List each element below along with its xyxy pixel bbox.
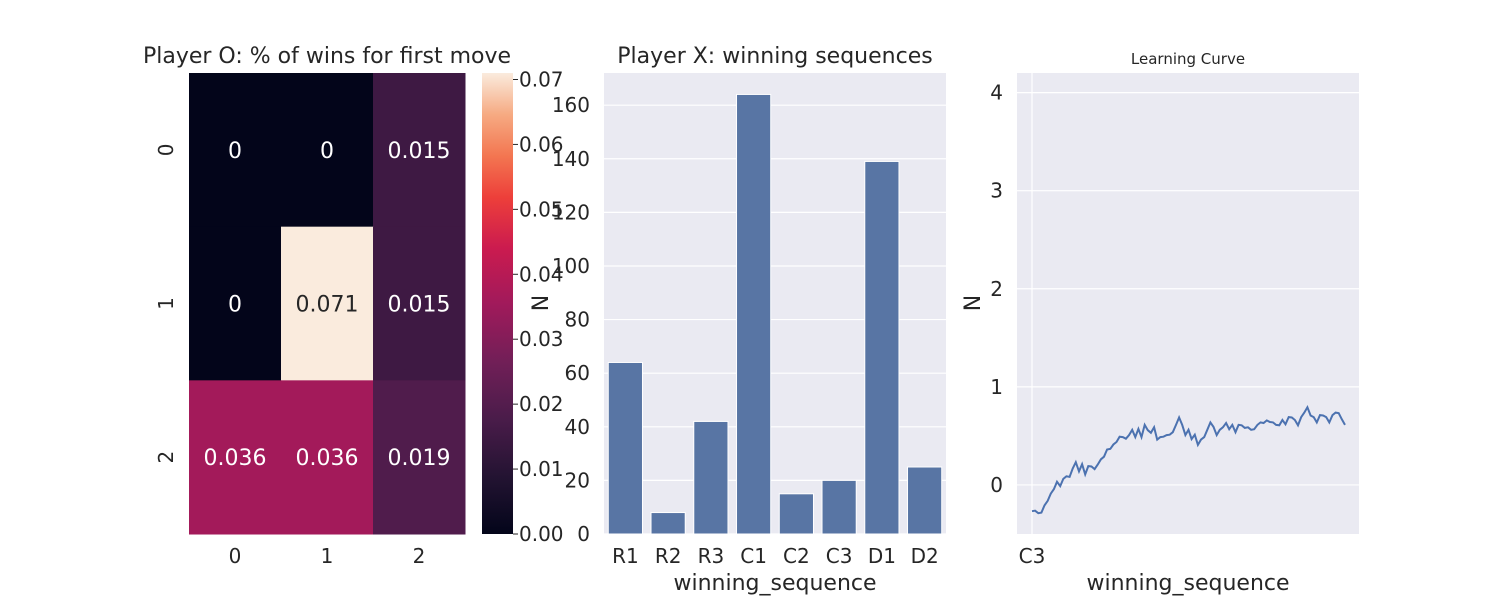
bar-y-tick-label: 100 (552, 254, 590, 278)
heatmap-cell-label: 0.036 (296, 446, 359, 471)
heatmap-cell-r0-c2 (373, 73, 466, 228)
line-title: Learning Curve (1131, 50, 1245, 68)
bar-C3 (821, 479, 857, 535)
bar-chart: 0 20 40 60 80 100 120 140 160 R1 R2 R3 C1 C2 C3 D1 D2 P… (529, 44, 946, 596)
line-series (1031, 405, 1346, 515)
bar-ylabel: N (529, 295, 554, 311)
heatmap-x-tick-label: 0 (229, 544, 242, 568)
heatmap-cell-label: 0 (228, 139, 242, 164)
line-x-tick-label: C3 (1019, 544, 1046, 568)
heatmap-x-tick-label: 1 (321, 544, 334, 568)
heatmap-cell-r1-c1 (281, 226, 374, 381)
heatmap-cell-label: 0.071 (296, 293, 359, 318)
heatmap-y-tick-label: 2 (154, 451, 178, 464)
line-y-tick-label: 2 (990, 277, 1003, 301)
bar-bars (607, 93, 943, 535)
heatmap-title: Player O: % of wins for first move (143, 44, 511, 69)
heatmap-cell-r1-c2 (373, 226, 466, 381)
bar-x-tick-label: C2 (783, 544, 810, 568)
heatmap-x-ticks: 0 1 2 (229, 544, 426, 568)
bar-R1 (607, 361, 643, 535)
heatmap-y-ticks: 0 1 2 (154, 143, 178, 463)
bar-x-tick-label: D1 (868, 544, 896, 568)
colorbar-tick-label: 0.00 (519, 522, 564, 546)
heatmap-cell-r1-c0 (189, 226, 282, 381)
line-y-tick-label: 4 (990, 81, 1003, 105)
heatmap-cell-label: 0 (320, 139, 334, 164)
bar-x-tick-label: C3 (826, 544, 853, 568)
line-chart: 0 1 2 3 4 C3 Learning Curve winning_sequence… (961, 50, 1359, 596)
colorbar-tick-label: 0.05 (519, 197, 564, 221)
heatmap-y-tick-label: 1 (154, 297, 178, 310)
heatmap-cell-label: 0.036 (204, 446, 267, 471)
bar-x-ticks: R1 R2 R3 C1 C2 C3 D1 D2 (612, 544, 939, 568)
colorbar-tick-label: 0.03 (519, 327, 564, 351)
heatmap-cell-label: 0.015 (388, 139, 451, 164)
colorbar-tick-label: 0.06 (519, 132, 564, 156)
bar-x-tick-label: D2 (911, 544, 939, 568)
line-y-tick-label: 3 (990, 179, 1003, 203)
line-ylabel: N (961, 295, 986, 311)
line-y-tick-label: 0 (990, 473, 1003, 497)
bar-R3 (693, 420, 729, 535)
bar-y-tick-label: 20 (565, 468, 590, 492)
line-y-ticks: 0 1 2 3 4 (990, 81, 1003, 497)
colorbar-ticks: 0.00 0.01 0.02 0.03 0.04 0.05 0.06 0.07 (513, 67, 564, 546)
bar-x-tick-label: R2 (655, 544, 682, 568)
heatmap-cell-r2-c1 (281, 380, 374, 535)
bar-D2 (907, 466, 943, 535)
colorbar (482, 73, 513, 534)
heatmap-y-tick-label: 0 (154, 143, 178, 156)
heatmap-cell-r0-c0 (189, 73, 282, 228)
heatmap-cell-r2-c0 (189, 380, 282, 535)
bar-y-tick-label: 120 (552, 200, 590, 224)
bar-R2 (650, 512, 686, 535)
line-xlabel: winning_sequence (1086, 571, 1289, 596)
bar-C1 (736, 93, 772, 535)
bar-y-tick-label: 160 (552, 93, 590, 117)
bar-y-tick-label: 140 (552, 147, 590, 171)
heatmap-cell-r2-c2 (373, 380, 466, 535)
bar-y-ticks: 0 20 40 60 80 100 120 140 160 (552, 93, 590, 546)
bar-y-tick-label: 40 (565, 415, 590, 439)
heatmap-chart: Player O: % of wins for first move 0 0 0.0… (143, 44, 564, 568)
heatmap-cell-label: 0.019 (388, 446, 451, 471)
colorbar-tick-label: 0.07 (519, 67, 564, 91)
line-y-tick-label: 1 (990, 375, 1003, 399)
bar-xlabel: winning_sequence (673, 571, 876, 596)
colorbar-tick-label: 0.04 (519, 262, 564, 286)
bar-x-tick-label: R3 (698, 544, 725, 568)
bar-title: Player X: winning sequences (617, 44, 932, 69)
bar-D1 (864, 160, 900, 535)
bar-y-tick-label: 60 (565, 361, 590, 385)
heatmap-cell-label: 0.015 (388, 293, 451, 318)
line-gridlines (1017, 73, 1359, 534)
bar-x-tick-label: R1 (612, 544, 639, 568)
heatmap-x-tick-label: 2 (413, 544, 426, 568)
colorbar-tick-label: 0.01 (519, 457, 564, 481)
line-plot-area (1017, 73, 1359, 534)
heatmap-cells (189, 73, 466, 535)
heatmap-cell-label: 0 (228, 293, 242, 318)
bar-C2 (778, 493, 814, 535)
colorbar-tick-label: 0.02 (519, 392, 564, 416)
heatmap-cell-labels: 0 0 0.015 0 0.071 0.015 0.036 0.036 0.019 (204, 139, 451, 471)
bar-x-tick-label: C1 (740, 544, 767, 568)
heatmap-cell-r0-c1 (281, 73, 374, 228)
bar-y-tick-label: 80 (565, 308, 590, 332)
bar-y-tick-label: 0 (577, 522, 590, 546)
